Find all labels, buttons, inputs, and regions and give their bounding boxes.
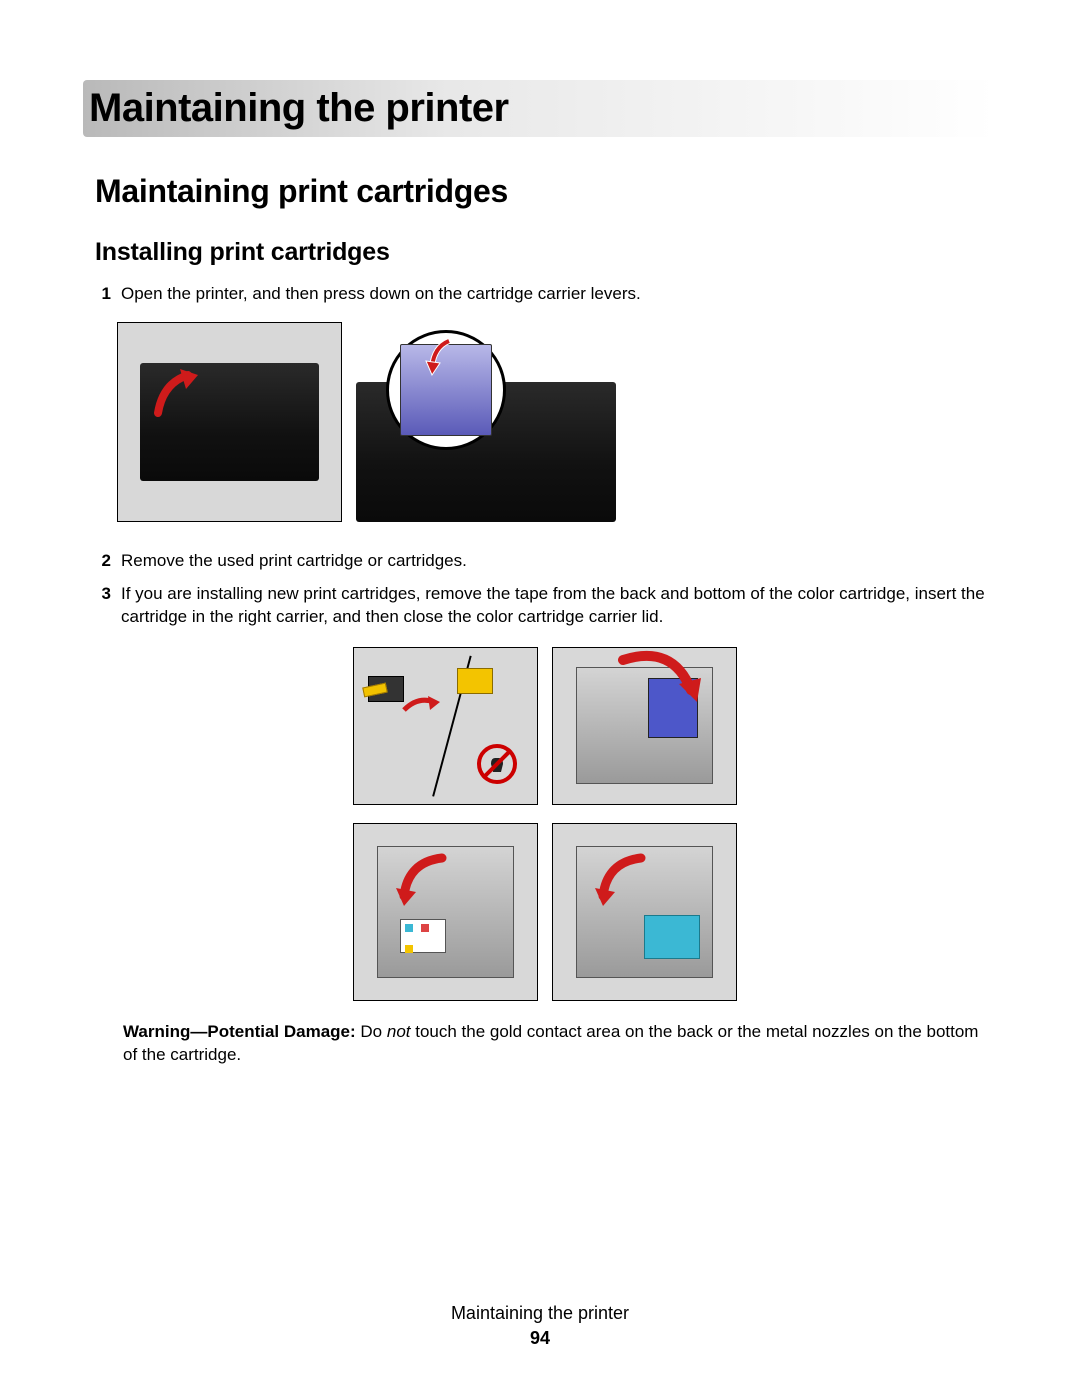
warning-emphasis: not	[387, 1022, 411, 1041]
footer-page-number: 94	[0, 1328, 1080, 1349]
step-1: 1 Open the printer, and then press down …	[95, 283, 995, 306]
illustration-open-printer	[117, 322, 342, 522]
cartridge-shape	[644, 915, 700, 959]
cartridge-slot	[400, 919, 446, 953]
ink-red-dot	[421, 924, 429, 932]
noentry-icon	[477, 744, 517, 784]
warning-label: Warning—Potential Damage:	[123, 1022, 356, 1041]
illustration-close-lid-left	[353, 823, 538, 1001]
footer-chapter-title: Maintaining the printer	[0, 1303, 1080, 1324]
section-title: Maintaining print cartridges	[95, 173, 995, 210]
pull-tape-arrow-icon	[400, 692, 440, 722]
close-arrow-icon	[394, 852, 454, 912]
hand-icon	[487, 754, 507, 774]
step-number: 1	[95, 283, 111, 306]
cartridge-shape	[368, 676, 404, 702]
cartridge-shape	[457, 668, 493, 694]
close-arrow-icon	[593, 852, 653, 912]
step1-illustrations	[117, 322, 995, 522]
page-footer: Maintaining the printer 94	[0, 1303, 1080, 1349]
step-number: 3	[95, 583, 111, 629]
illustration-close-lid-right	[552, 823, 737, 1001]
warning-text-before: Do	[356, 1022, 387, 1041]
do-not-touch-icon	[477, 744, 517, 784]
subsection-title: Installing print cartridges	[95, 238, 995, 267]
illustration-insert-cartridge	[552, 647, 737, 805]
step-2: 2 Remove the used print cartridge or car…	[95, 550, 995, 573]
step-3: 3 If you are installing new print cartri…	[95, 583, 995, 629]
step-text: Remove the used print cartridge or cartr…	[121, 550, 995, 573]
cartridge-clean	[457, 668, 493, 694]
warning-paragraph: Warning—Potential Damage: Do not touch t…	[95, 1021, 995, 1067]
step-text: If you are installing new print cartridg…	[121, 583, 995, 629]
press-arrow-icon	[424, 337, 474, 387]
ink-cyan-dot	[405, 924, 413, 932]
step-number: 2	[95, 550, 111, 573]
illustration-remove-tape	[353, 647, 538, 805]
step3-illustrations-row2	[95, 823, 995, 1001]
illustration-lever-detail	[356, 322, 616, 522]
lift-arrow-icon	[148, 363, 208, 423]
ink-yellow-dot	[405, 945, 413, 953]
step3-illustrations-row1	[95, 647, 995, 805]
insert-arrow-icon	[613, 650, 703, 720]
step-text: Open the printer, and then press down on…	[121, 283, 995, 306]
cartridge-with-tape	[368, 676, 404, 702]
detail-circle	[386, 330, 506, 450]
steps-list: 1 Open the printer, and then press down …	[95, 283, 995, 1067]
chapter-title: Maintaining the printer	[83, 80, 995, 137]
